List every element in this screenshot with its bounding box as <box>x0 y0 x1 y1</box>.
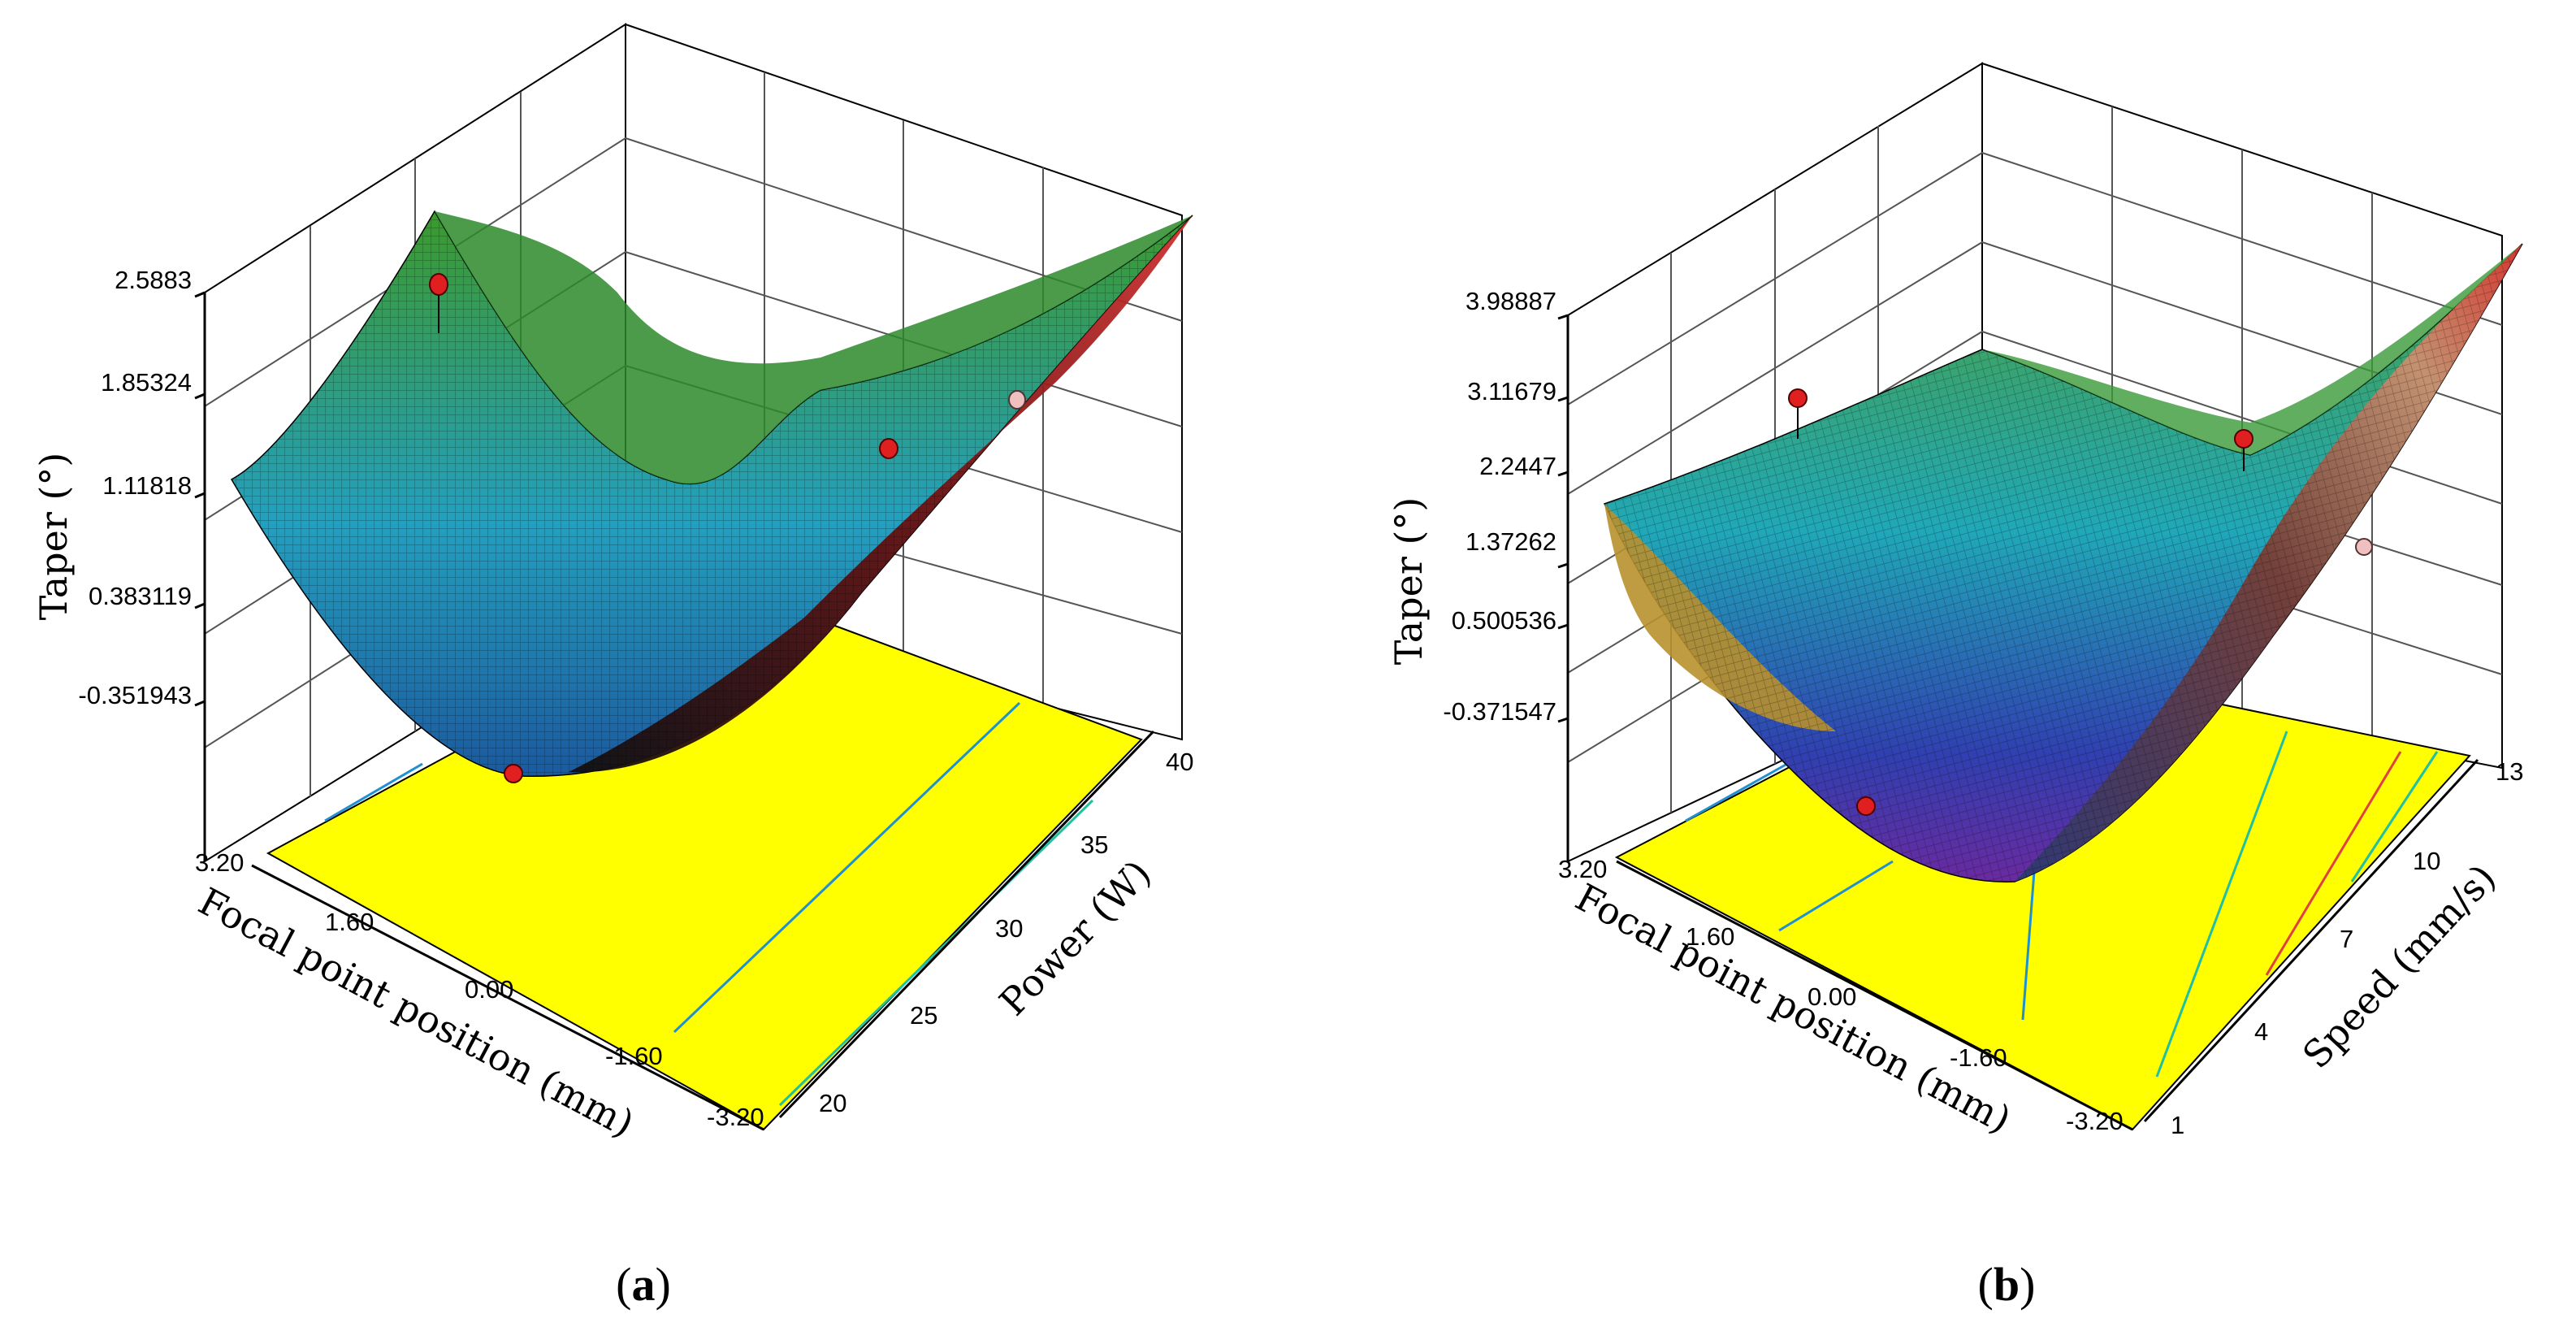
y-tick: 25 <box>910 1001 937 1030</box>
x-tick: 0.00 <box>1808 982 1856 1011</box>
panel-b-contours <box>1685 731 2439 1078</box>
x-tick: -3.20 <box>2066 1107 2124 1135</box>
z-tick: 1.11818 <box>102 471 192 500</box>
z-tick: 1.85324 <box>101 368 192 397</box>
y-tick: 13 <box>2496 757 2523 786</box>
z-tick: -0.351943 <box>78 681 192 709</box>
z-tick: 2.2447 <box>1479 452 1556 480</box>
panel-a: 2.5883 1.85324 1.11818 0.383119 -0.35194… <box>32 23 1193 1311</box>
design-point <box>2234 429 2253 449</box>
panel-b-y-ticks: 13 10 7 4 1 <box>2171 757 2523 1139</box>
panel-a-surface <box>230 210 1193 778</box>
y-tick: 20 <box>819 1089 846 1117</box>
design-point <box>879 438 898 459</box>
y-tick: 35 <box>1080 830 1108 859</box>
z-tick: 3.11679 <box>1467 377 1556 405</box>
panel-a-z-ticks: 2.5883 1.85324 1.11818 0.383119 -0.35194… <box>78 266 192 709</box>
y-tick: 7 <box>2340 925 2353 953</box>
design-point <box>504 764 523 783</box>
panel-b-z-ticks: 3.98887 3.11679 2.2447 1.37262 0.500536 … <box>1443 287 1556 726</box>
x-tick: 0.00 <box>465 975 513 1004</box>
panel-a-design-points <box>429 273 1026 783</box>
panel-a-y-ticks: 40 35 30 25 20 <box>819 748 1193 1117</box>
panel-a-x-ticks: 3.20 1.60 0.00 -1.60 -3.20 <box>195 848 764 1131</box>
x-tick: -1.60 <box>1950 1043 2007 1072</box>
x-tick: 3.20 <box>1558 855 1607 883</box>
panel-b-surface <box>1603 243 2523 882</box>
x-tick: 1.60 <box>325 908 374 936</box>
z-tick: 0.500536 <box>1452 606 1556 635</box>
z-tick: 0.383119 <box>89 582 192 610</box>
z-tick: 2.5883 <box>115 266 192 294</box>
panel-a-contours <box>324 701 1094 1107</box>
panel-a-caption: (a) <box>616 1258 671 1311</box>
y-tick: 4 <box>2254 1017 2268 1046</box>
panel-a-z-axis-label: Taper (°) <box>32 453 76 621</box>
x-tick: -3.20 <box>707 1103 764 1131</box>
panel-a-caption-letter: a <box>632 1258 656 1311</box>
x-tick: 3.20 <box>195 848 244 877</box>
y-tick: 10 <box>2413 847 2440 875</box>
design-point <box>1788 388 1808 408</box>
z-tick: -0.371547 <box>1443 697 1556 726</box>
y-tick: 40 <box>1166 748 1193 776</box>
panel-b: 3.98887 3.11679 2.2447 1.37262 0.500536 … <box>1387 62 2523 1311</box>
panel-b-z-axis-label: Taper (°) <box>1387 497 1431 666</box>
x-tick: 1.60 <box>1686 922 1734 951</box>
z-tick: 1.37262 <box>1466 527 1556 556</box>
panel-b-design-points <box>1788 388 2373 816</box>
design-point <box>429 273 448 296</box>
design-point <box>1856 796 1876 816</box>
panel-a-axes <box>194 291 1155 1131</box>
panel-b-axes <box>1557 314 2479 1131</box>
z-tick: 3.98887 <box>1466 287 1556 315</box>
design-point <box>2355 538 2373 556</box>
y-tick: 1 <box>2171 1111 2184 1139</box>
panel-b-x-ticks: 3.20 1.60 0.00 -1.60 -3.20 <box>1558 855 2124 1135</box>
x-tick: -1.60 <box>605 1042 663 1070</box>
design-point <box>1008 390 1026 410</box>
y-tick: 30 <box>995 914 1023 943</box>
panel-b-caption: (b) <box>1978 1258 2036 1311</box>
panel-b-caption-letter: b <box>1994 1258 2020 1311</box>
